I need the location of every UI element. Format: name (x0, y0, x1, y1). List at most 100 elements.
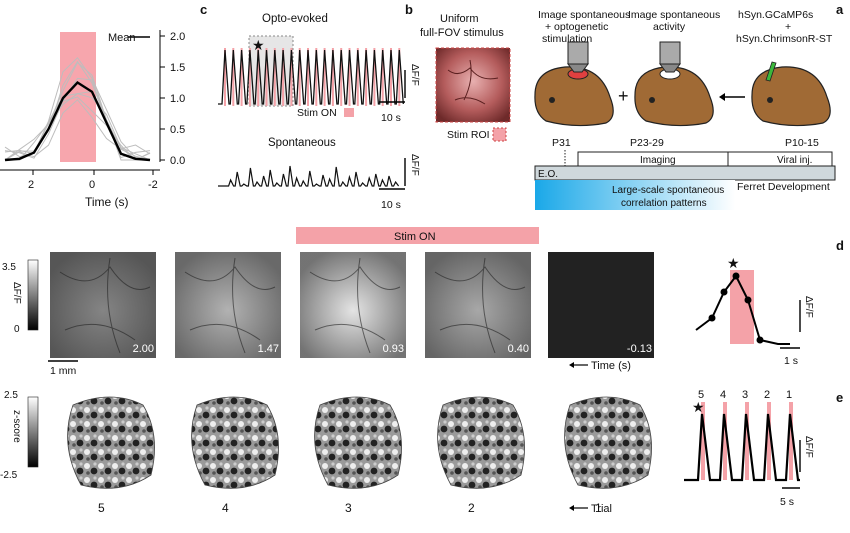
stim-legend-label: Stim ON (297, 107, 337, 119)
stim-pulse (265, 48, 268, 106)
fov-image (435, 47, 511, 123)
x-tick-label: 2 (28, 179, 34, 191)
trial-number: 3 (345, 501, 352, 515)
frame-image: -0.13 (548, 252, 654, 358)
frame-image: 2.00 (50, 252, 156, 358)
trial-map: 1 (564, 396, 652, 515)
scale-label-y: ΔF/F (409, 64, 420, 86)
peak-label: 2 (764, 389, 770, 401)
genotype-2: + (785, 21, 791, 33)
panel-d-scale-x-label: 1 s (784, 355, 798, 367)
panel-d-curve (695, 274, 790, 345)
trial-map: 5 (67, 396, 155, 515)
stim-roi-swatch (492, 127, 507, 142)
stim-pulse (789, 402, 793, 480)
stim-pulse (273, 48, 276, 106)
opto-evoked-trace (218, 48, 404, 106)
trial-map: 4 (191, 396, 279, 515)
viral-label: Viral inj. (777, 155, 812, 166)
panel-b-title-2: full-FOV stimulus (420, 27, 504, 39)
scale-label-x2: 10 s (381, 199, 401, 211)
stim-pulse (767, 402, 771, 480)
frame-point (744, 296, 752, 304)
fov-vessels (447, 59, 499, 105)
stim-pulse (248, 48, 251, 106)
opto-label-2: + optogenetic (545, 21, 608, 33)
stim-pulse (390, 48, 392, 106)
spont-title: Spontaneous (268, 137, 336, 149)
y-tick-label: 0.5 (170, 124, 185, 136)
panel-d-points (708, 272, 764, 344)
stim-pulse (257, 48, 260, 106)
stim-pulse (315, 48, 318, 106)
trial-map: 2 (437, 396, 525, 515)
trial-trace (4, 60, 151, 161)
age-p23: P23-29 (630, 137, 664, 149)
trial-trace (4, 56, 151, 161)
peak-label: 4 (720, 389, 726, 401)
colorbar-label: ΔF/F (11, 282, 22, 304)
frame-image: 1.47 (175, 252, 281, 358)
stim-pulse (290, 48, 293, 106)
mm-scale-label: 1 mm (50, 365, 77, 377)
trial-trace (4, 96, 150, 161)
stim-pulse (348, 48, 351, 106)
panel-e-star: ★ (692, 399, 705, 415)
mean-trace-plot: Mean 2.0 1.5 1.0 0.5 0.0 2 0 -2 Time (s) (0, 30, 185, 209)
peak-label: 5 (698, 389, 704, 401)
panel-e-peak-labels: 5 4 3 2 1 (698, 389, 792, 401)
trial-number: 4 (222, 501, 229, 515)
spont-trace-line (218, 165, 400, 187)
opto-label-1: Image spontaneous (538, 9, 630, 21)
peak-label: 3 (742, 389, 748, 401)
panel-e-stims (701, 402, 793, 480)
stim-pulse (323, 48, 326, 106)
stim-legend-swatch (344, 108, 354, 117)
panel-label-c: c (200, 2, 207, 17)
age-p10: P10-15 (785, 137, 819, 149)
frame-point (732, 272, 740, 280)
trial-label: Trial (591, 503, 612, 515)
trial-map: 3 (314, 396, 402, 515)
panel-b-title-1: Uniform (440, 13, 479, 25)
frames-row: 2.00 1.47 0.93 0.40 -0.13 (50, 252, 654, 358)
stim-pulse (356, 48, 359, 106)
scale-label-y2: ΔF/F (409, 154, 420, 176)
panel-d-scale-y-label: ΔF/F (803, 296, 814, 318)
frame-image: 0.40 (425, 252, 531, 358)
panel-e-trace: 5 4 3 2 1 ★ ΔF/F 5 s (684, 389, 814, 508)
stim-pulse (723, 402, 727, 480)
stim-pulse (373, 48, 376, 106)
y-tick-label: 1.5 (170, 62, 185, 74)
stim-pulse (365, 48, 368, 106)
panel-label-b: b (405, 2, 413, 17)
stim-banner-label: Stim ON (394, 231, 436, 243)
mean-trace (4, 80, 151, 162)
frame-time-label: 2.00 (133, 343, 154, 355)
ferret-dev-label: Ferret Development (737, 181, 830, 193)
stim-pulse (331, 48, 334, 106)
genotype-3: hSyn.ChrimsonR-ST (736, 33, 833, 45)
frame-colorbar: 3.5 0 ΔF/F (2, 259, 39, 335)
time-arrow-head (569, 362, 574, 368)
panel-a: Image spontaneous + optogenetic stimulat… (534, 9, 836, 210)
stim-pulse (224, 48, 226, 106)
stim-pulse (282, 48, 285, 106)
frame-point (720, 288, 728, 296)
opto-trace-line (218, 49, 404, 105)
frame-time-label: 0.40 (508, 343, 529, 355)
panel-b: Uniform full-FOV stimulus Stim ROI (420, 13, 511, 142)
spont-label-1: Image spontaneous (628, 9, 720, 21)
stim-pulse (340, 48, 343, 106)
star-marker: ★ (252, 37, 265, 53)
colorbar-max: 3.5 (2, 262, 16, 273)
trial-colorbar-max: 2.5 (4, 390, 18, 401)
frame-image: 0.93 (300, 252, 406, 358)
y-tick-label: 1.0 (170, 93, 185, 105)
development-bar (534, 165, 836, 181)
frame-point (756, 336, 764, 344)
panel-label-e: e (836, 390, 843, 405)
legend-mean: Mean (108, 32, 136, 44)
x-ticks: 2 0 -2 (28, 170, 158, 191)
